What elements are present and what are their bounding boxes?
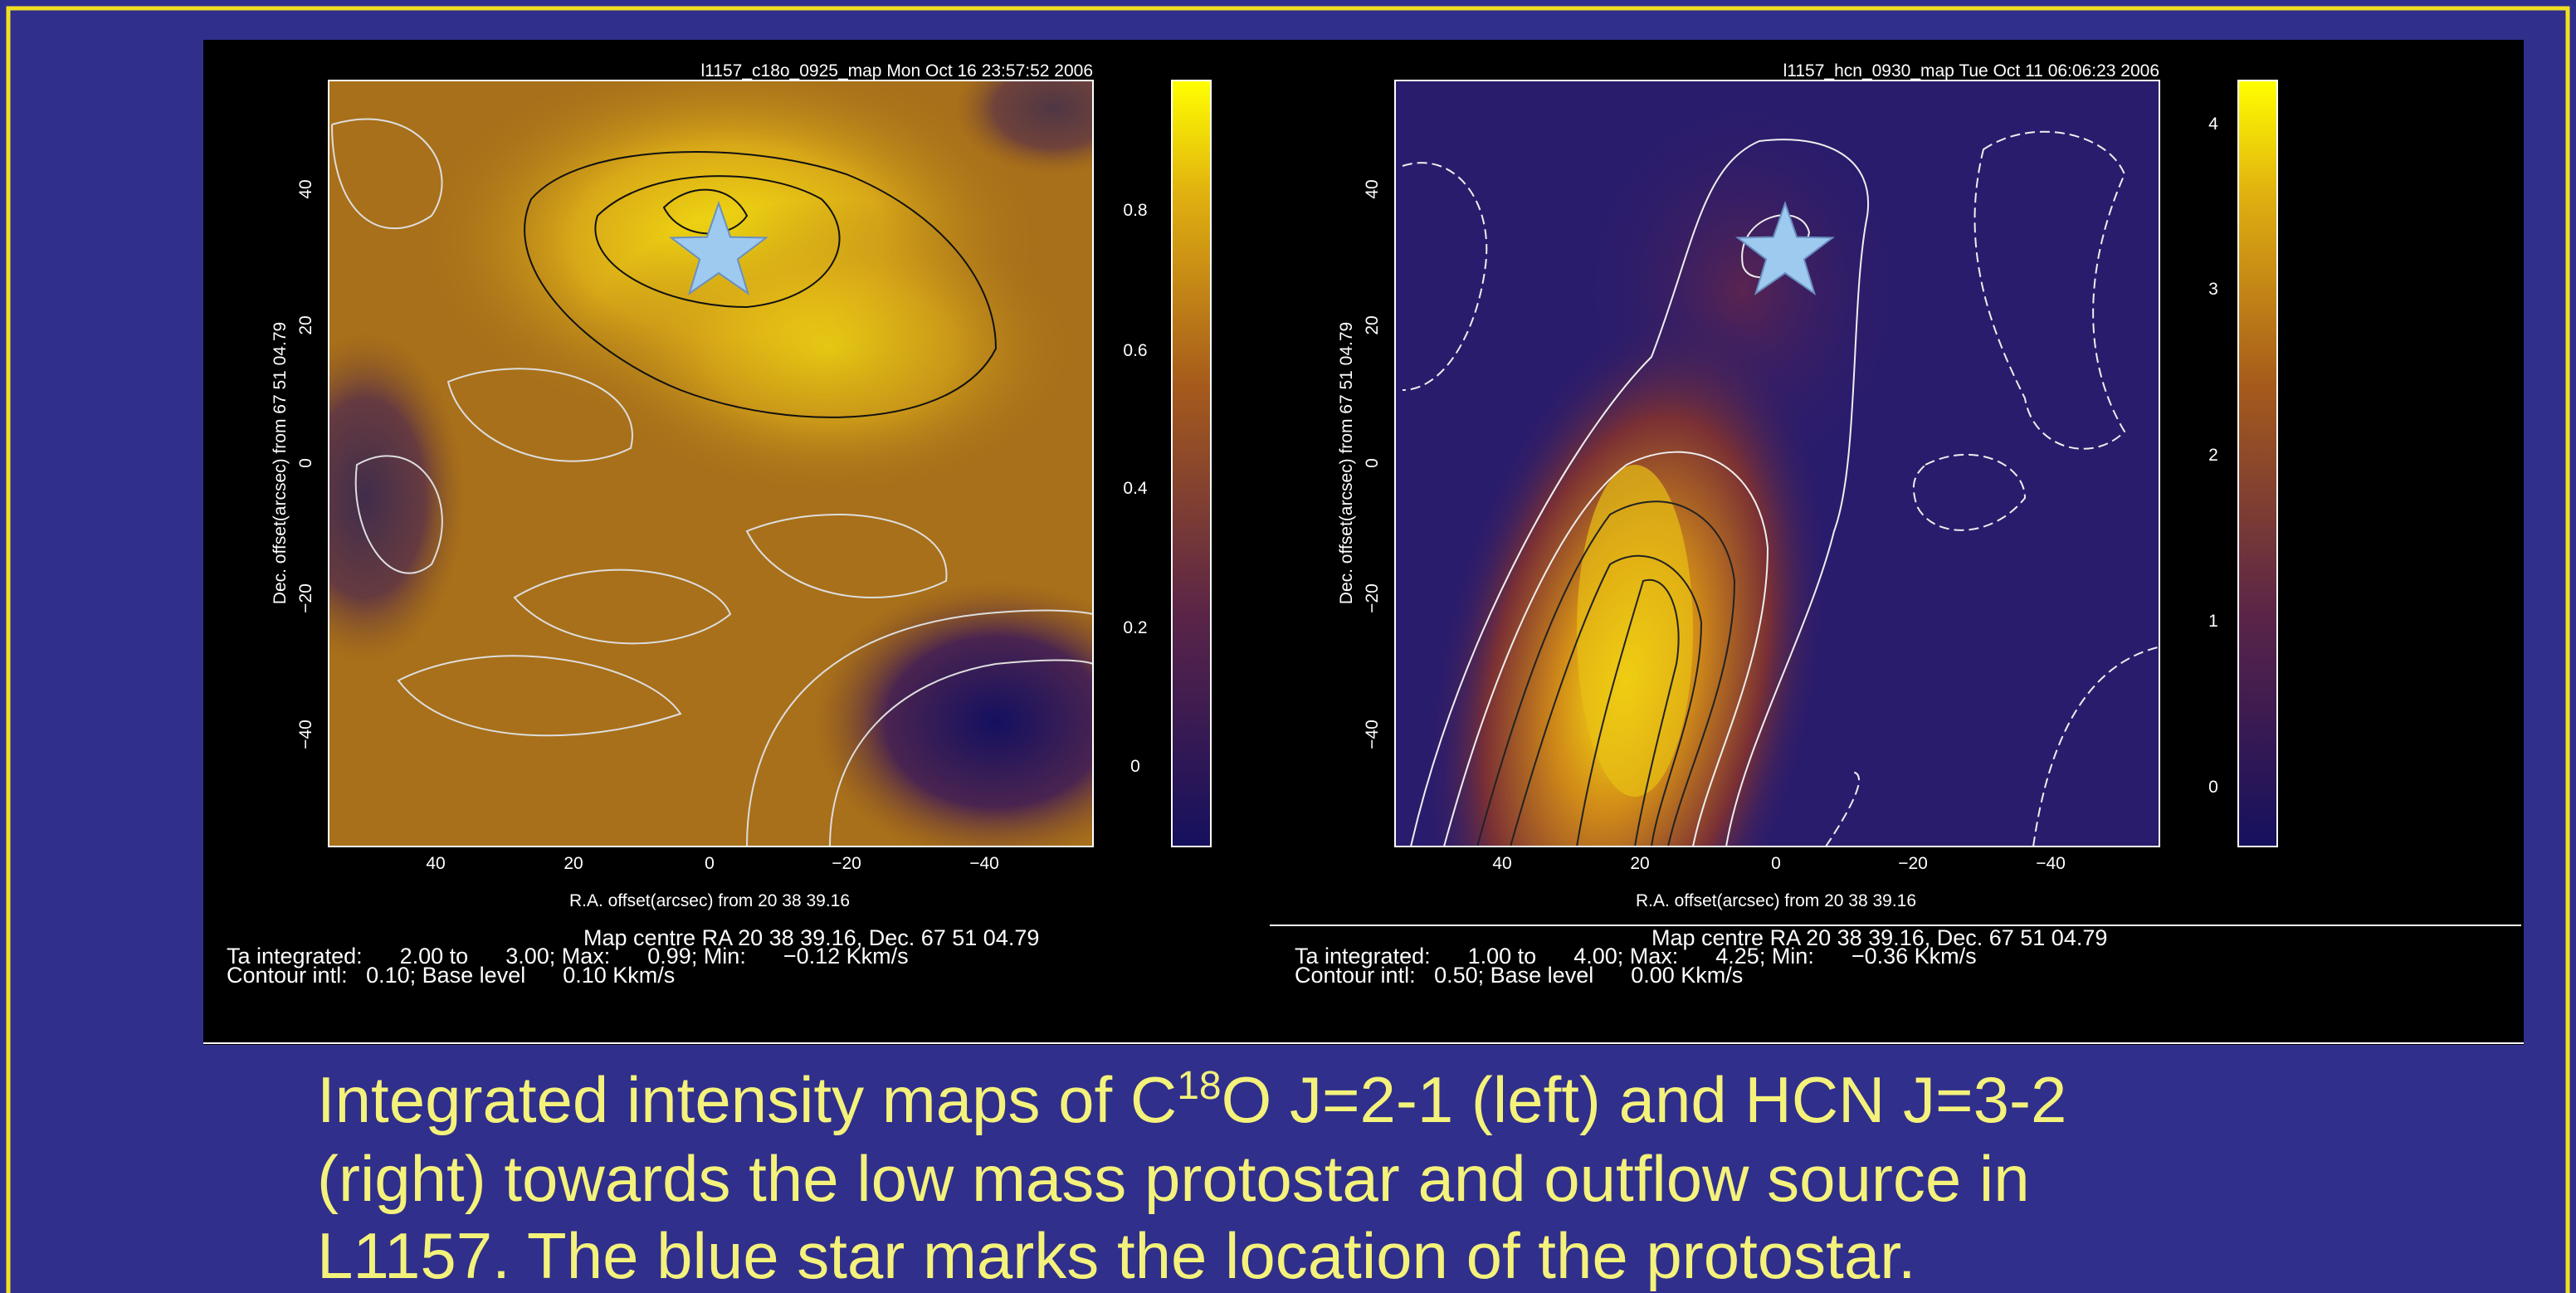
plot-frames — [203, 80, 2524, 1044]
y-tick-label: 0 — [1363, 458, 1382, 468]
protostar-marker — [668, 200, 769, 295]
map-centre: Map centre RA 20 38 39.16, Dec. 67 51 04… — [1651, 925, 2107, 950]
contour-info: Contour intl: 0.10; Base level 0.10 Kkm/… — [227, 963, 675, 988]
colorbar-tick-label: 1 — [2208, 612, 2218, 631]
map-centre: Map centre RA 20 38 39.16, Dec. 67 51 04… — [583, 925, 1039, 950]
y-tick-label: −40 — [296, 720, 315, 749]
x-tick-label: −40 — [969, 854, 999, 873]
colorbar-tick-label: 2 — [2208, 446, 2218, 465]
slide-border — [6, 6, 2570, 1293]
y-axis-label: Dec. offset(arcsec) from 67 51 04.79 — [271, 322, 290, 604]
map-header: l1157_c18o_0925_map Mon Oct 16 23:57:52 … — [701, 61, 1093, 81]
colorbar — [2238, 81, 2277, 847]
x-axis-label: R.A. offset(arcsec) from 20 38 39.16 — [569, 891, 850, 910]
x-tick-label: 0 — [1771, 854, 1781, 873]
x-tick-label: 20 — [1630, 854, 1649, 873]
x-tick-label: 20 — [564, 854, 583, 873]
y-tick-label: −40 — [1363, 720, 1382, 749]
integrated-range: Ta integrated: 1.00 to 4.00; Max: 4.25; … — [1295, 944, 1977, 969]
map-header: l1157_hcn_0930_map Tue Oct 11 06:06:23 2… — [1783, 61, 2159, 81]
x-tick-label: 0 — [705, 854, 715, 873]
y-tick-label: −20 — [1363, 583, 1382, 613]
y-tick-label: 0 — [296, 458, 315, 468]
caption-line: (right) towards the low mass protostar a… — [317, 1142, 2030, 1215]
protostar-marker — [1734, 200, 1836, 295]
caption-line: L1157. The blue star marks the location … — [317, 1219, 1916, 1292]
colorbar-tick-label: 0.4 — [1123, 479, 1148, 498]
y-axis-label: Dec. offset(arcsec) from 67 51 04.79 — [1337, 322, 1356, 604]
x-axis-label: R.A. offset(arcsec) from 20 38 39.16 — [1636, 891, 1916, 910]
hcn-map — [1395, 81, 2159, 847]
x-tick-label: −40 — [2036, 854, 2066, 873]
colorbar-tick-label: 4 — [2208, 115, 2218, 134]
y-tick-label: 40 — [296, 179, 315, 198]
c18o-map — [329, 81, 1093, 847]
colorbar-tick-label: 3 — [2208, 280, 2218, 299]
colorbar-tick-label: 0.8 — [1123, 201, 1147, 220]
colorbar-tick-label: 0.2 — [1123, 618, 1147, 637]
x-tick-label: 40 — [426, 854, 445, 873]
colorbar — [1172, 81, 1211, 847]
colorbar-tick-label: 0.6 — [1123, 341, 1147, 360]
x-tick-label: −20 — [1898, 854, 1928, 873]
x-tick-label: 40 — [1492, 854, 1511, 873]
y-tick-label: 40 — [1363, 179, 1382, 198]
y-tick-label: 20 — [1363, 315, 1382, 334]
y-tick-label: 20 — [296, 315, 315, 334]
contour-info: Contour intl: 0.50; Base level 0.00 Kkm/… — [1295, 963, 1743, 988]
x-tick-label: −20 — [832, 854, 861, 873]
colorbar-tick-label: 0 — [2208, 778, 2218, 797]
colorbar-tick-label: 0 — [1130, 757, 1140, 776]
integrated-range: Ta integrated: 2.00 to 3.00; Max: 0.99; … — [227, 944, 909, 969]
caption-line: Integrated intensity maps of C18O J=2-1 … — [317, 1063, 2066, 1136]
y-tick-label: −20 — [296, 583, 315, 613]
